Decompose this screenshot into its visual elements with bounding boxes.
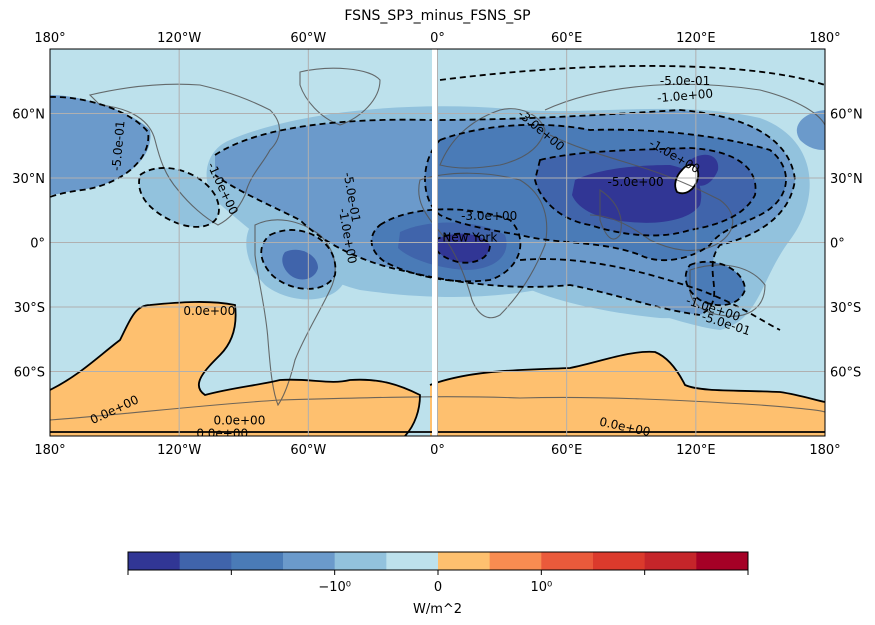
y-tick-label-left: 0° (30, 237, 45, 252)
fill-band-africa-5 (434, 233, 490, 263)
x-tick-label-bottom: 0° (430, 443, 445, 458)
fill-band-australia (685, 261, 745, 306)
y-tick-label-left: 30°S (14, 301, 45, 316)
chart-title: FSNS_SP3_minus_FSNS_SP (344, 8, 530, 24)
fill-band-west-wrap (796, 110, 825, 150)
colorbar: −10⁰ 0 10⁰ (127, 551, 749, 595)
annotation-label: New York (442, 231, 497, 245)
contour-dash-eurasia (424, 123, 787, 262)
prime-meridian-gap (432, 49, 437, 436)
contour-dash-samerica (260, 229, 337, 290)
y-tick-label-right: 60°S (830, 366, 861, 381)
contour-dash-australia (684, 260, 746, 307)
map-area: -5.0e-01-5.0e-01-1.0e+00-3.0e+00-5.0e+00… (50, 49, 825, 440)
x-tick-label-bottom: 180° (34, 443, 65, 458)
x-tick-label-top: 60°W (290, 31, 326, 46)
contour-label: 0.0e+00 (214, 413, 266, 427)
colorbar-label: W/m^2 (413, 602, 462, 617)
coast-south-america (254, 219, 336, 407)
fill-positive-antarctic-west (50, 301, 420, 436)
contour-dash-west (50, 96, 150, 198)
colorbar-swatch (128, 552, 181, 570)
gridlines (50, 49, 825, 436)
x-tick-label-top: 120°W (157, 31, 201, 46)
colorbar-swatch (386, 552, 439, 570)
x-tick-label-top: 180° (809, 31, 840, 46)
x-tick-label-top: 0° (430, 31, 445, 46)
contour-label: -5.0e-01 (660, 74, 710, 88)
contour-dash-indian (519, 258, 781, 331)
x-tick-label-top: 180° (34, 31, 65, 46)
fill-band-samerica-4 (282, 249, 318, 280)
x-tick-label-top: 120°E (676, 31, 716, 46)
map-frame (49, 48, 826, 437)
y-tick-label-right: 60°N (830, 108, 863, 123)
coast-greenland (299, 67, 381, 126)
x-tick-label-top: 60°E (551, 31, 582, 46)
contour-label: -1.0e+00 (656, 86, 713, 105)
colorbar-swatch (438, 552, 491, 570)
colorbar-swatch (231, 552, 284, 570)
coast-asia (544, 83, 825, 251)
coast-india (599, 188, 622, 240)
colorbar-tick-label: −10⁰ (318, 580, 351, 595)
contour-dash-africa-inner (433, 232, 491, 264)
y-tick-label-left: 60°N (12, 108, 45, 123)
y-tick-label-left: 60°S (14, 366, 45, 381)
y-tick-label-right: 30°S (830, 301, 861, 316)
axis-ticks: 180° 180° 120°W 120°W 60°W 60°W 0° 0° 60°E 60°E 12… (12, 31, 863, 458)
fill-band-asia-5 (572, 165, 702, 223)
colorbar-swatch (696, 552, 749, 570)
contour-solid-antarctic-west (50, 301, 421, 436)
contour-label: -5.0e+00 (607, 175, 663, 189)
y-tick-label-right: 0° (830, 237, 845, 252)
y-tick-label-left: 30°N (12, 172, 45, 187)
contour-dash-north (439, 65, 825, 86)
contour-dash-africa (370, 208, 522, 283)
y-tick-label-right: 30°N (830, 172, 863, 187)
x-tick-label-bottom: 60°E (551, 443, 582, 458)
colorbar-swatch (283, 552, 336, 570)
colorbar-tick-label: 10⁰ (530, 580, 552, 595)
colorbar-swatch (489, 552, 542, 570)
x-tick-label-bottom: 180° (809, 443, 840, 458)
x-tick-label-bottom: 120°E (676, 443, 716, 458)
colorbar-swatch (541, 552, 594, 570)
fill-band-west (50, 95, 151, 195)
coast-antarctica (50, 396, 825, 421)
colorbar-swatch (593, 552, 646, 570)
x-tick-label-bottom: 120°W (157, 443, 201, 458)
colorbar-tick-label: 0 (434, 580, 442, 595)
colorbar-swatch (179, 552, 232, 570)
coast-europe (439, 108, 546, 169)
contour-dash-asia (534, 147, 757, 237)
contour-label: 0.0e+00 (183, 304, 235, 318)
x-tick-label-bottom: 60°W (290, 443, 326, 458)
coastlines (50, 67, 825, 421)
contour-label: -3.0e+00 (461, 209, 517, 223)
contour-solid-antarctic-east (429, 350, 825, 403)
coast-north-america (88, 83, 280, 226)
colorbar-swatch (644, 552, 697, 570)
colorbar-swatch (334, 552, 387, 570)
contour-dash-outer (214, 109, 796, 316)
fill-positive-antarctic-east (430, 351, 825, 436)
contour-solid-white-spot (674, 163, 700, 195)
contour-label: 0.0e+00 (196, 426, 248, 440)
contour-label: -5.0e-01 (109, 120, 127, 171)
